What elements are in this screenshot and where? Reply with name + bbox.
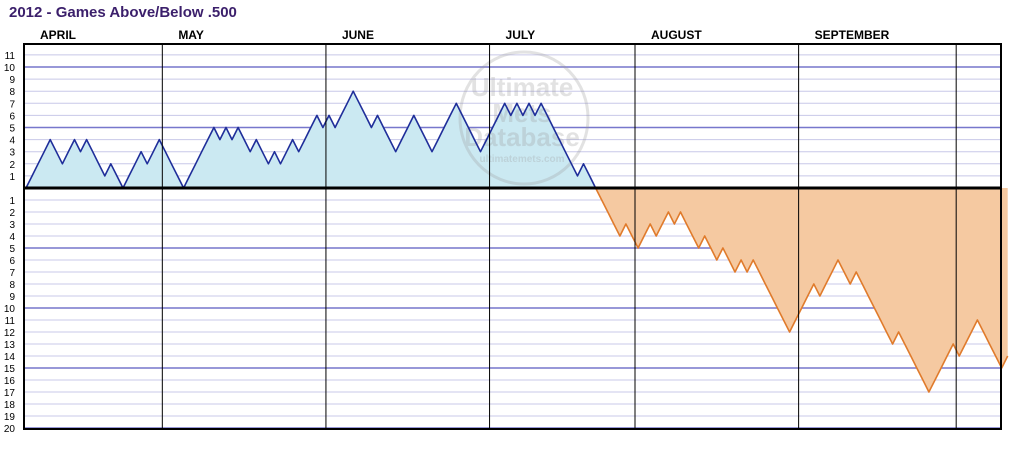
- y-tick-label: 11: [5, 316, 16, 327]
- watermark-url: ultimatemets.com: [479, 154, 564, 165]
- month-label: APRIL: [40, 28, 76, 42]
- month-label: JULY: [506, 28, 536, 42]
- record-areas: [26, 91, 1008, 392]
- above-500-area: [26, 91, 596, 188]
- y-tick-label: 10: [4, 63, 16, 74]
- y-tick-label: 4: [9, 136, 15, 147]
- y-tick-label: 5: [9, 124, 15, 135]
- watermark-line1: Ultimate: [471, 72, 574, 102]
- y-tick-label: 13: [4, 340, 16, 351]
- y-tick-label: 4: [9, 232, 15, 243]
- y-axis-ticks: 1234567891011123456789101112131415161718…: [4, 51, 16, 435]
- month-label: SEPTEMBER: [815, 28, 890, 42]
- y-tick-label: 9: [9, 292, 15, 303]
- y-tick-label: 11: [5, 51, 16, 62]
- month-label: AUGUST: [651, 28, 702, 42]
- y-tick-label: 7: [9, 268, 15, 279]
- y-tick-label: 8: [9, 87, 15, 98]
- y-tick-label: 17: [4, 388, 16, 399]
- y-tick-label: 15: [4, 364, 16, 375]
- watermark-ring: [458, 50, 590, 186]
- y-tick-label: 12: [4, 328, 16, 339]
- y-tick-label: 6: [9, 256, 15, 267]
- y-tick-label: 19: [4, 412, 16, 423]
- month-label: MAY: [178, 28, 204, 42]
- y-tick-label: 10: [4, 304, 16, 315]
- y-tick-label: 5: [9, 244, 15, 255]
- y-tick-label: 9: [9, 75, 15, 86]
- y-tick-label: 2: [9, 160, 15, 171]
- y-tick-label: 20: [4, 424, 16, 435]
- y-tick-label: 6: [9, 111, 15, 122]
- y-tick-label: 14: [4, 352, 16, 363]
- ultimate-mets-database-watermark: Ultimate Mets Database ultimatemets.com: [458, 50, 590, 186]
- y-tick-label: 16: [4, 376, 16, 387]
- below-500-area: [26, 188, 1008, 392]
- y-tick-label: 1: [9, 172, 15, 183]
- month-label: JUNE: [342, 28, 374, 42]
- y-tick-label: 2: [9, 208, 15, 219]
- y-tick-label: 8: [9, 280, 15, 291]
- y-tick-label: 7: [9, 99, 15, 110]
- plot-frame: [23, 43, 1002, 430]
- y-tick-label: 3: [9, 148, 15, 159]
- chart-title: 2012 - Games Above/Below .500: [9, 4, 237, 21]
- y-tick-label: 18: [4, 400, 16, 411]
- month-dividers: APRIL MAY JUNE JULY AUGUST SEPTEMBER: [40, 28, 957, 429]
- above-500-line: [25, 90, 597, 189]
- y-tick-label: 1: [9, 196, 15, 207]
- y-tick-label: 3: [9, 220, 15, 231]
- record-lines: [24, 90, 1009, 393]
